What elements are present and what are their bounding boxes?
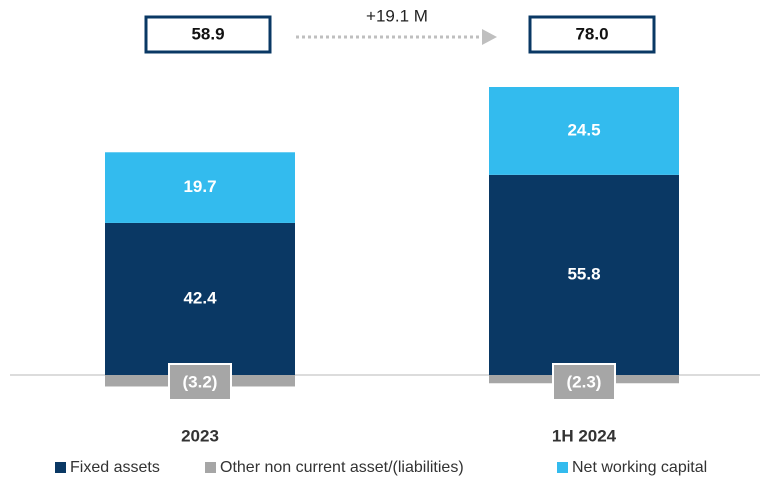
data-label-box — [552, 363, 616, 401]
data-label: 42.4 — [183, 288, 217, 307]
data-label: 55.8 — [567, 264, 600, 283]
total-box — [528, 15, 656, 54]
data-label: (2.3) — [567, 372, 602, 391]
total-label: 58.9 — [191, 24, 224, 43]
legend-label: Net working capital — [572, 459, 707, 476]
legend-swatch — [557, 462, 568, 473]
legend-label: Other non current asset/(liabilities) — [220, 459, 464, 476]
x-tick-label: 2023 — [181, 426, 219, 445]
legend-swatch — [205, 462, 216, 473]
bar-segment — [105, 222, 295, 375]
legend-swatch — [55, 462, 66, 473]
data-label: 19.7 — [183, 177, 216, 196]
data-label: (3.2) — [183, 372, 218, 391]
legend-label: Fixed assets — [70, 459, 160, 476]
bar-segment — [105, 152, 295, 223]
arrow-head — [482, 29, 497, 45]
data-label-box — [168, 363, 232, 401]
bar-segment — [489, 174, 679, 375]
total-box — [144, 15, 272, 54]
change-annotation: +19.1 M — [366, 6, 428, 25]
total-label: 78.0 — [575, 24, 608, 43]
x-tick-label: 1H 2024 — [552, 426, 617, 445]
data-label: 24.5 — [567, 120, 600, 139]
bar-segment — [489, 87, 679, 175]
